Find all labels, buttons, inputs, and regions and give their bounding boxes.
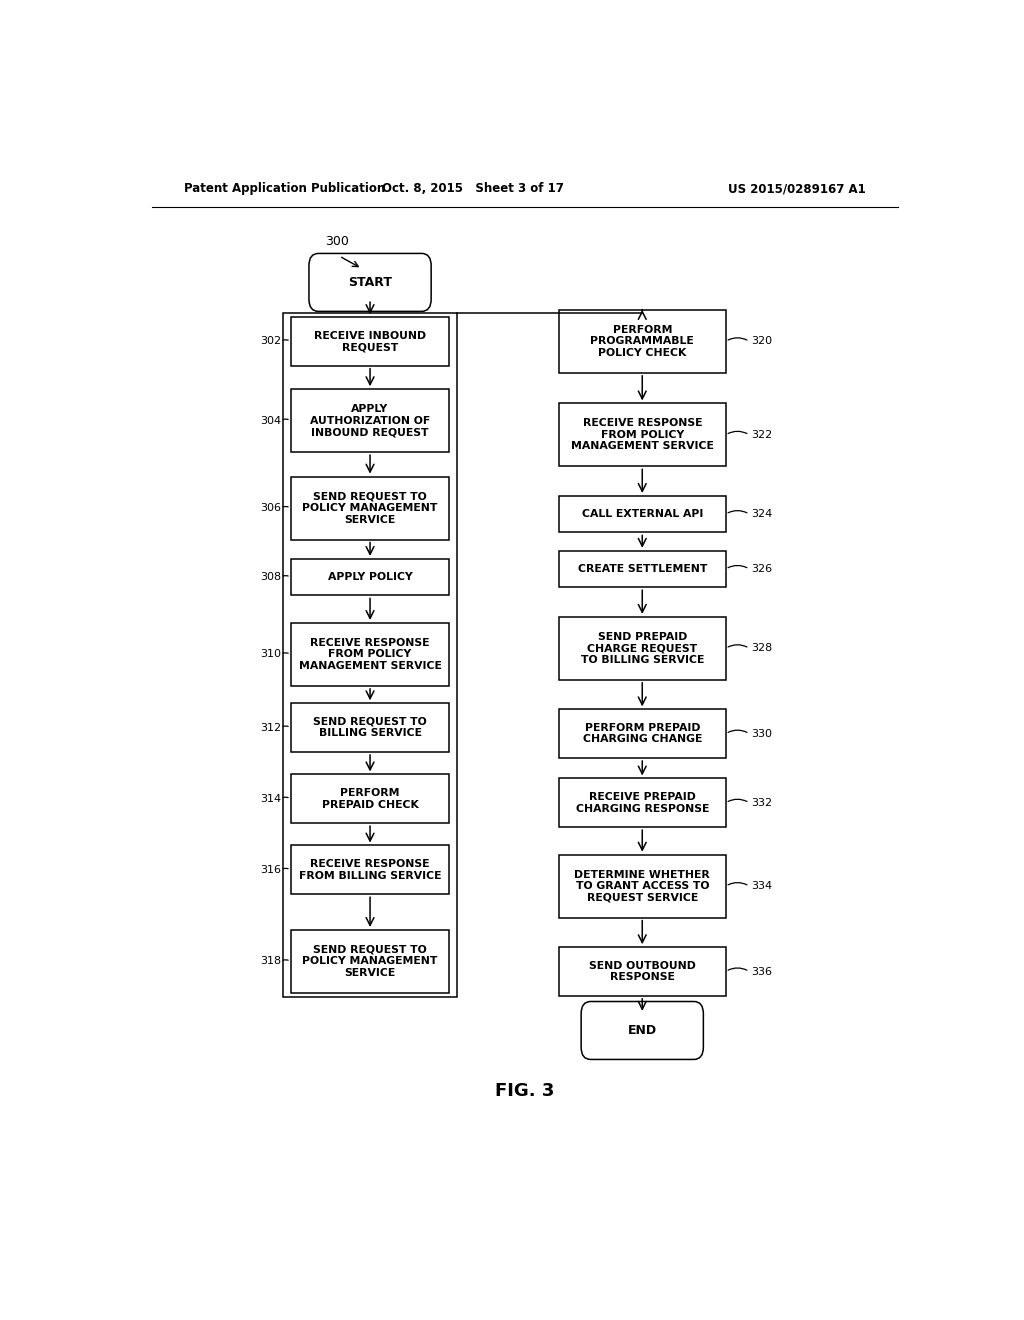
Bar	[559, 854, 726, 917]
Text: PERFORM
PREPAID CHECK: PERFORM PREPAID CHECK	[322, 788, 419, 809]
Text: 332: 332	[751, 797, 772, 808]
Text: SEND REQUEST TO
POLICY MANAGEMENT
SERVICE: SEND REQUEST TO POLICY MANAGEMENT SERVIC…	[302, 945, 437, 978]
Bar	[291, 704, 450, 752]
Text: END: END	[628, 1024, 656, 1038]
Text: 324: 324	[751, 510, 772, 519]
Text: DETERMINE WHETHER
TO GRANT ACCESS TO
REQUEST SERVICE: DETERMINE WHETHER TO GRANT ACCESS TO REQ…	[574, 870, 710, 903]
Text: START: START	[348, 276, 392, 289]
Bar	[559, 496, 726, 532]
Text: Oct. 8, 2015   Sheet 3 of 17: Oct. 8, 2015 Sheet 3 of 17	[382, 182, 564, 195]
Bar	[559, 948, 726, 995]
Text: 320: 320	[751, 337, 772, 346]
FancyBboxPatch shape	[582, 1002, 703, 1060]
Text: 336: 336	[751, 966, 772, 977]
Bar	[559, 404, 726, 466]
Text: 300: 300	[325, 235, 349, 248]
Bar	[291, 623, 450, 686]
Text: 334: 334	[751, 882, 772, 891]
Text: 322: 322	[751, 430, 772, 440]
Text: APPLY
AUTHORIZATION OF
INBOUND REQUEST: APPLY AUTHORIZATION OF INBOUND REQUEST	[310, 404, 430, 437]
Text: CREATE SETTLEMENT: CREATE SETTLEMENT	[578, 564, 707, 574]
Bar	[291, 477, 450, 540]
Bar	[559, 709, 726, 758]
FancyBboxPatch shape	[309, 253, 431, 312]
Bar	[559, 779, 726, 828]
Text: APPLY POLICY: APPLY POLICY	[328, 572, 413, 582]
Text: Patent Application Publication: Patent Application Publication	[183, 182, 385, 195]
Text: 326: 326	[751, 564, 772, 574]
Text: CALL EXTERNAL API: CALL EXTERNAL API	[582, 510, 702, 519]
Text: 306: 306	[260, 503, 282, 513]
Bar	[559, 550, 726, 587]
Text: 318: 318	[260, 957, 282, 966]
Text: RECEIVE RESPONSE
FROM BILLING SERVICE: RECEIVE RESPONSE FROM BILLING SERVICE	[299, 859, 441, 880]
Bar	[291, 317, 450, 366]
Bar	[559, 616, 726, 680]
Bar	[291, 846, 450, 894]
Text: SEND OUTBOUND
RESPONSE: SEND OUTBOUND RESPONSE	[589, 961, 695, 982]
Bar	[283, 313, 458, 997]
Text: RECEIVE INBOUND
REQUEST: RECEIVE INBOUND REQUEST	[314, 330, 426, 352]
Text: RECEIVE PREPAID
CHARGING RESPONSE: RECEIVE PREPAID CHARGING RESPONSE	[575, 792, 709, 813]
Text: FIG. 3: FIG. 3	[496, 1082, 554, 1101]
Bar	[291, 558, 450, 595]
Text: 304: 304	[260, 416, 282, 425]
Text: SEND REQUEST TO
POLICY MANAGEMENT
SERVICE: SEND REQUEST TO POLICY MANAGEMENT SERVIC…	[302, 491, 437, 524]
Text: 316: 316	[260, 865, 282, 875]
Text: PERFORM PREPAID
CHARGING CHANGE: PERFORM PREPAID CHARGING CHANGE	[583, 723, 701, 744]
Text: 312: 312	[260, 722, 282, 733]
Bar	[291, 929, 450, 993]
Text: 328: 328	[751, 643, 772, 653]
Text: RECEIVE RESPONSE
FROM POLICY
MANAGEMENT SERVICE: RECEIVE RESPONSE FROM POLICY MANAGEMENT …	[299, 638, 441, 671]
Bar	[559, 310, 726, 372]
Text: US 2015/0289167 A1: US 2015/0289167 A1	[728, 182, 866, 195]
Text: SEND REQUEST TO
BILLING SERVICE: SEND REQUEST TO BILLING SERVICE	[313, 717, 427, 738]
Text: PERFORM
PROGRAMMABLE
POLICY CHECK: PERFORM PROGRAMMABLE POLICY CHECK	[591, 325, 694, 358]
Text: 330: 330	[751, 729, 772, 739]
Bar	[291, 775, 450, 824]
Bar	[291, 389, 450, 453]
Text: 314: 314	[260, 793, 282, 804]
Text: 310: 310	[260, 649, 282, 660]
Text: SEND PREPAID
CHARGE REQUEST
TO BILLING SERVICE: SEND PREPAID CHARGE REQUEST TO BILLING S…	[581, 632, 703, 665]
Text: RECEIVE RESPONSE
FROM POLICY
MANAGEMENT SERVICE: RECEIVE RESPONSE FROM POLICY MANAGEMENT …	[570, 418, 714, 451]
Text: 302: 302	[260, 337, 282, 346]
Text: 308: 308	[260, 572, 282, 582]
